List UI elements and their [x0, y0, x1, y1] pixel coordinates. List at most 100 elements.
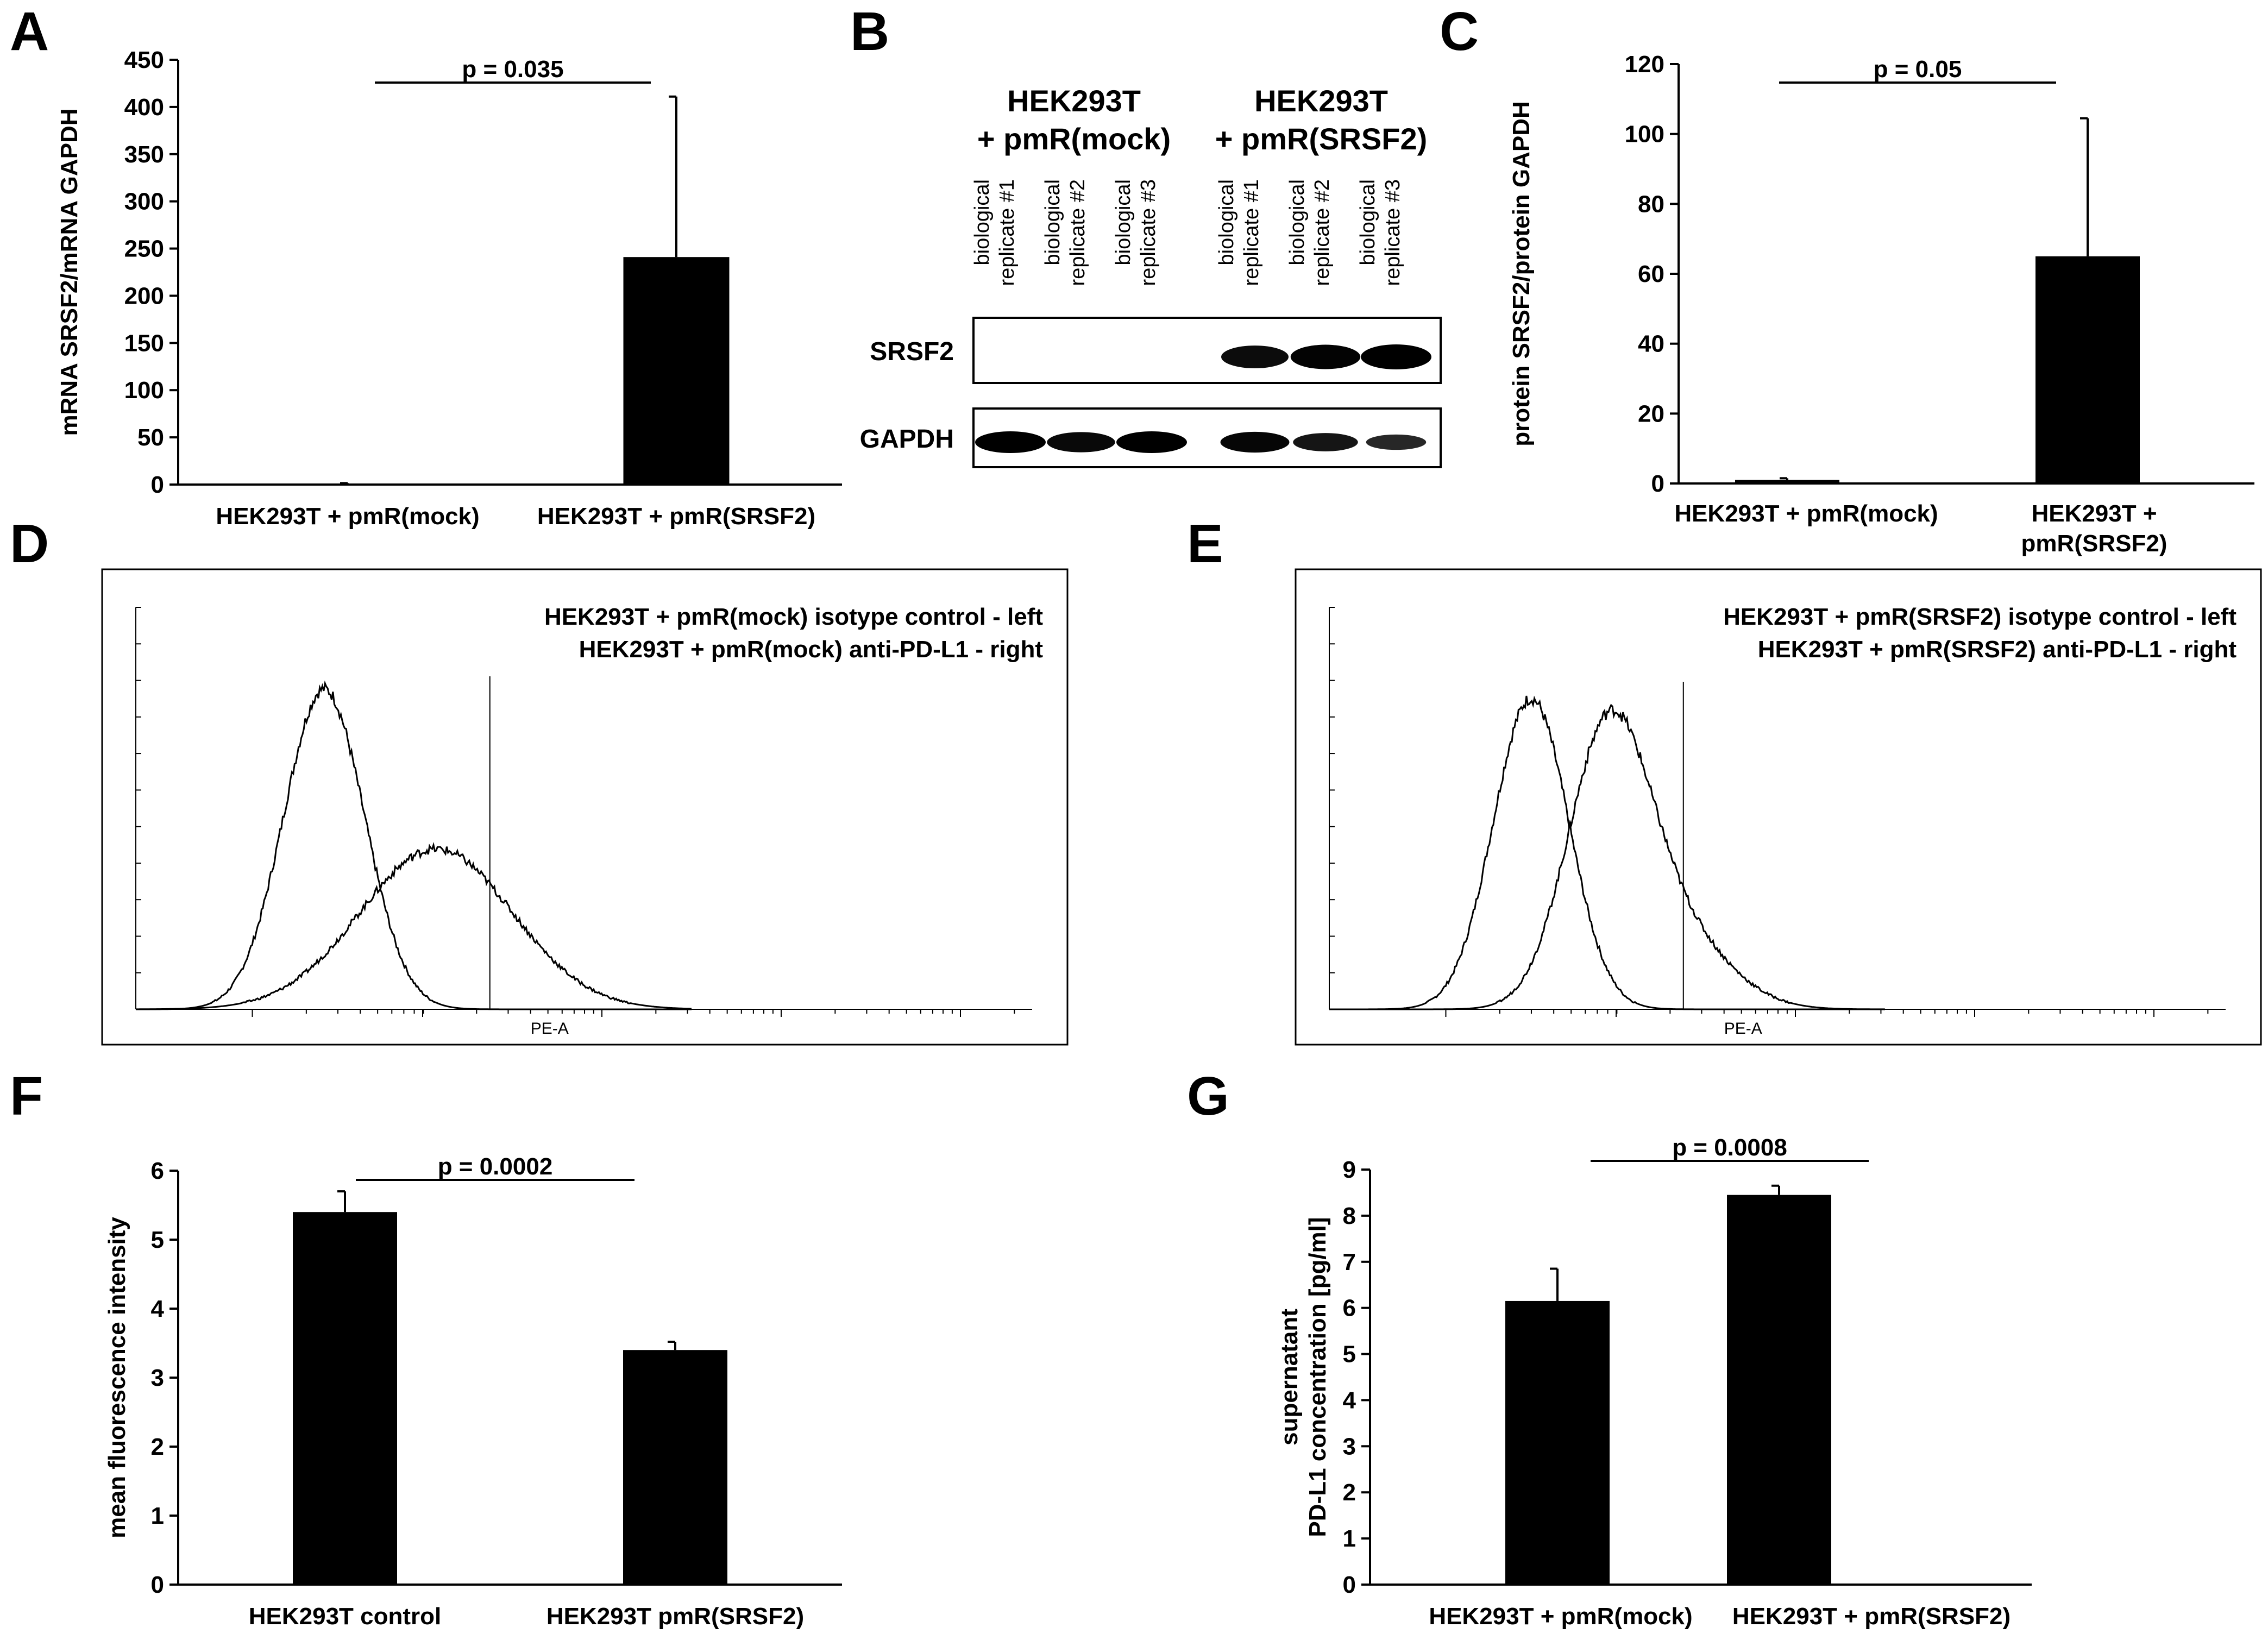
x-category-label: HEK293T + pmR(mock)	[216, 503, 479, 530]
anti-pd-l1-curve	[136, 841, 692, 1010]
y-tick-label: 6	[151, 1158, 164, 1184]
y-tick-label: 7	[1343, 1249, 1356, 1275]
y-tick-label: 3	[1343, 1433, 1356, 1460]
y-tick-label: 50	[137, 424, 164, 451]
y-axis-label: supernatant	[1276, 1309, 1303, 1446]
blot-row-label: GAPDH	[860, 425, 954, 454]
blot-row-label: SRSF2	[870, 337, 954, 366]
blot-lane-label: biological	[1215, 179, 1238, 265]
y-tick-label: 0	[1651, 470, 1664, 497]
blot-lane-label: biological	[1356, 179, 1379, 265]
blot-group-label: + pmR(SRSF2)	[1215, 122, 1428, 156]
y-tick-label: 0	[151, 472, 164, 498]
blot-band	[1116, 431, 1187, 453]
y-tick-label: 60	[1638, 261, 1664, 287]
y-tick-label: 4	[1343, 1387, 1356, 1413]
p-value-label: p = 0.05	[1874, 56, 1962, 83]
chart-panel-a: 0 50 100 150 200 250 300 350 400 450 mRNA SRSF2/mR…	[56, 47, 842, 530]
blot-frame	[972, 317, 1442, 384]
y-axis-label: protein SRSF2/protein GAPDH	[1508, 101, 1535, 447]
blot-frame	[972, 407, 1442, 468]
panel-letter-b: B	[850, 1, 889, 62]
y-axis-label: PD-L1 concentration [pg/ml]	[1304, 1217, 1331, 1537]
legend-entry: HEK293T + pmR(mock) isotype control - le…	[544, 604, 1043, 630]
panel-letter-c: C	[1440, 1, 1479, 62]
y-tick-label: 100	[124, 377, 164, 404]
blot-band	[1290, 344, 1361, 369]
blot-band	[1221, 345, 1289, 368]
chart-panel-f: 0 1 2 3 4 5 6 mean fluorescence intensity HEK293…	[104, 1153, 842, 1630]
y-tick-label: 2	[1343, 1479, 1356, 1506]
chart-panel-g: 0 1 2 3 4 5 6 7 8 9 supernatant PD-L1 concentration…	[1276, 1134, 2032, 1630]
blot-lane-label: biological	[1041, 179, 1064, 265]
y-tick-label: 400	[124, 94, 164, 121]
x-category-label: HEK293T control	[249, 1603, 442, 1630]
legend-entry: HEK293T + pmR(mock) anti-PD-L1 - right	[579, 636, 1044, 663]
bar	[623, 257, 730, 485]
y-tick-label: 20	[1638, 400, 1664, 427]
x-category-label: HEK293T + pmR(mock)	[1429, 1603, 1692, 1630]
panel-letter-a: A	[10, 1, 49, 62]
isotype-control-curve	[1329, 695, 1885, 1010]
y-axis-label: mRNA SRSF2/mRNA GAPDH	[56, 108, 83, 436]
histogram-panel-e: PE-A HEK293T + pmR(SRSF2) isotype control…	[1295, 568, 2262, 1046]
blot-lane-label: replicate #1	[996, 179, 1019, 286]
bar	[1505, 1300, 1610, 1585]
chart-panel-c: 0 20 40 60 80 100 120 protein SRSF2/protein GAP…	[1508, 51, 2254, 557]
x-axis-label: PE-A	[531, 1020, 569, 1038]
bar	[1727, 1195, 1831, 1585]
blot-band	[1220, 431, 1290, 453]
bar	[623, 1350, 727, 1585]
y-tick-label: 200	[124, 282, 164, 309]
histogram-frame	[101, 568, 1069, 1046]
y-tick-label: 100	[1625, 121, 1664, 148]
isotype-control-curve	[136, 680, 692, 1010]
x-category-label: HEK293T + pmR(SRSF2)	[1732, 1603, 2011, 1630]
panel-letter-e: E	[1187, 513, 1223, 574]
blot-band	[1366, 434, 1427, 450]
p-value-label: p = 0.0002	[438, 1153, 553, 1180]
x-category-label: HEK293T + pmR(mock)	[1674, 500, 1938, 527]
y-tick-label: 1	[1343, 1525, 1356, 1552]
legend-entry: HEK293T + pmR(SRSF2) isotype control - l…	[1723, 604, 2236, 630]
bar	[294, 483, 401, 486]
p-value-label: p = 0.035	[462, 56, 563, 83]
y-tick-label: 5	[1343, 1341, 1356, 1368]
y-tick-label: 5	[151, 1227, 164, 1253]
y-tick-label: 80	[1638, 191, 1664, 217]
y-tick-label: 6	[1343, 1295, 1356, 1322]
y-tick-label: 3	[151, 1365, 164, 1391]
blot-lane-label: replicate #2	[1066, 179, 1089, 286]
y-tick-label: 9	[1343, 1157, 1356, 1183]
blot-lane-label: replicate #1	[1240, 179, 1263, 286]
blot-lane-label: biological	[971, 179, 994, 265]
x-category-label: HEK293T + pmR(SRSF2)	[537, 503, 815, 530]
histogram-panel-d: PE-A HEK293T + pmR(mock) isotype control …	[101, 568, 1069, 1046]
histogram-frame	[1295, 568, 2262, 1046]
x-category-label: HEK293T pmR(SRSF2)	[546, 1603, 804, 1630]
panel-letter-g: G	[1187, 1066, 1229, 1127]
y-tick-label: 300	[124, 188, 164, 215]
y-tick-label: 120	[1625, 51, 1664, 78]
panel-letter-f: F	[10, 1066, 43, 1127]
blot-band	[1047, 432, 1115, 453]
blot-band	[1293, 433, 1358, 451]
blot-lane-label: replicate #2	[1311, 179, 1334, 286]
blot-group-label: + pmR(mock)	[977, 122, 1171, 156]
legend-entry: HEK293T + pmR(SRSF2) anti-PD-L1 - right	[1758, 636, 2237, 663]
blot-group-label: HEK293T	[1254, 84, 1388, 118]
y-tick-label: 4	[151, 1296, 165, 1322]
p-value-label: p = 0.0008	[1672, 1134, 1787, 1161]
y-tick-label: 350	[124, 141, 164, 168]
blot-band	[1361, 344, 1431, 369]
x-axis-label: PE-A	[1724, 1020, 1762, 1038]
x-category-label: HEK293T +	[2031, 500, 2157, 527]
y-tick-label: 0	[151, 1572, 164, 1598]
blot-lane-label: biological	[1286, 179, 1309, 265]
y-axis-label: mean fluorescence intensity	[104, 1217, 130, 1538]
blot-band	[975, 431, 1046, 453]
y-tick-label: 40	[1638, 331, 1664, 357]
y-tick-label: 250	[124, 236, 164, 262]
bar	[1735, 480, 1839, 483]
